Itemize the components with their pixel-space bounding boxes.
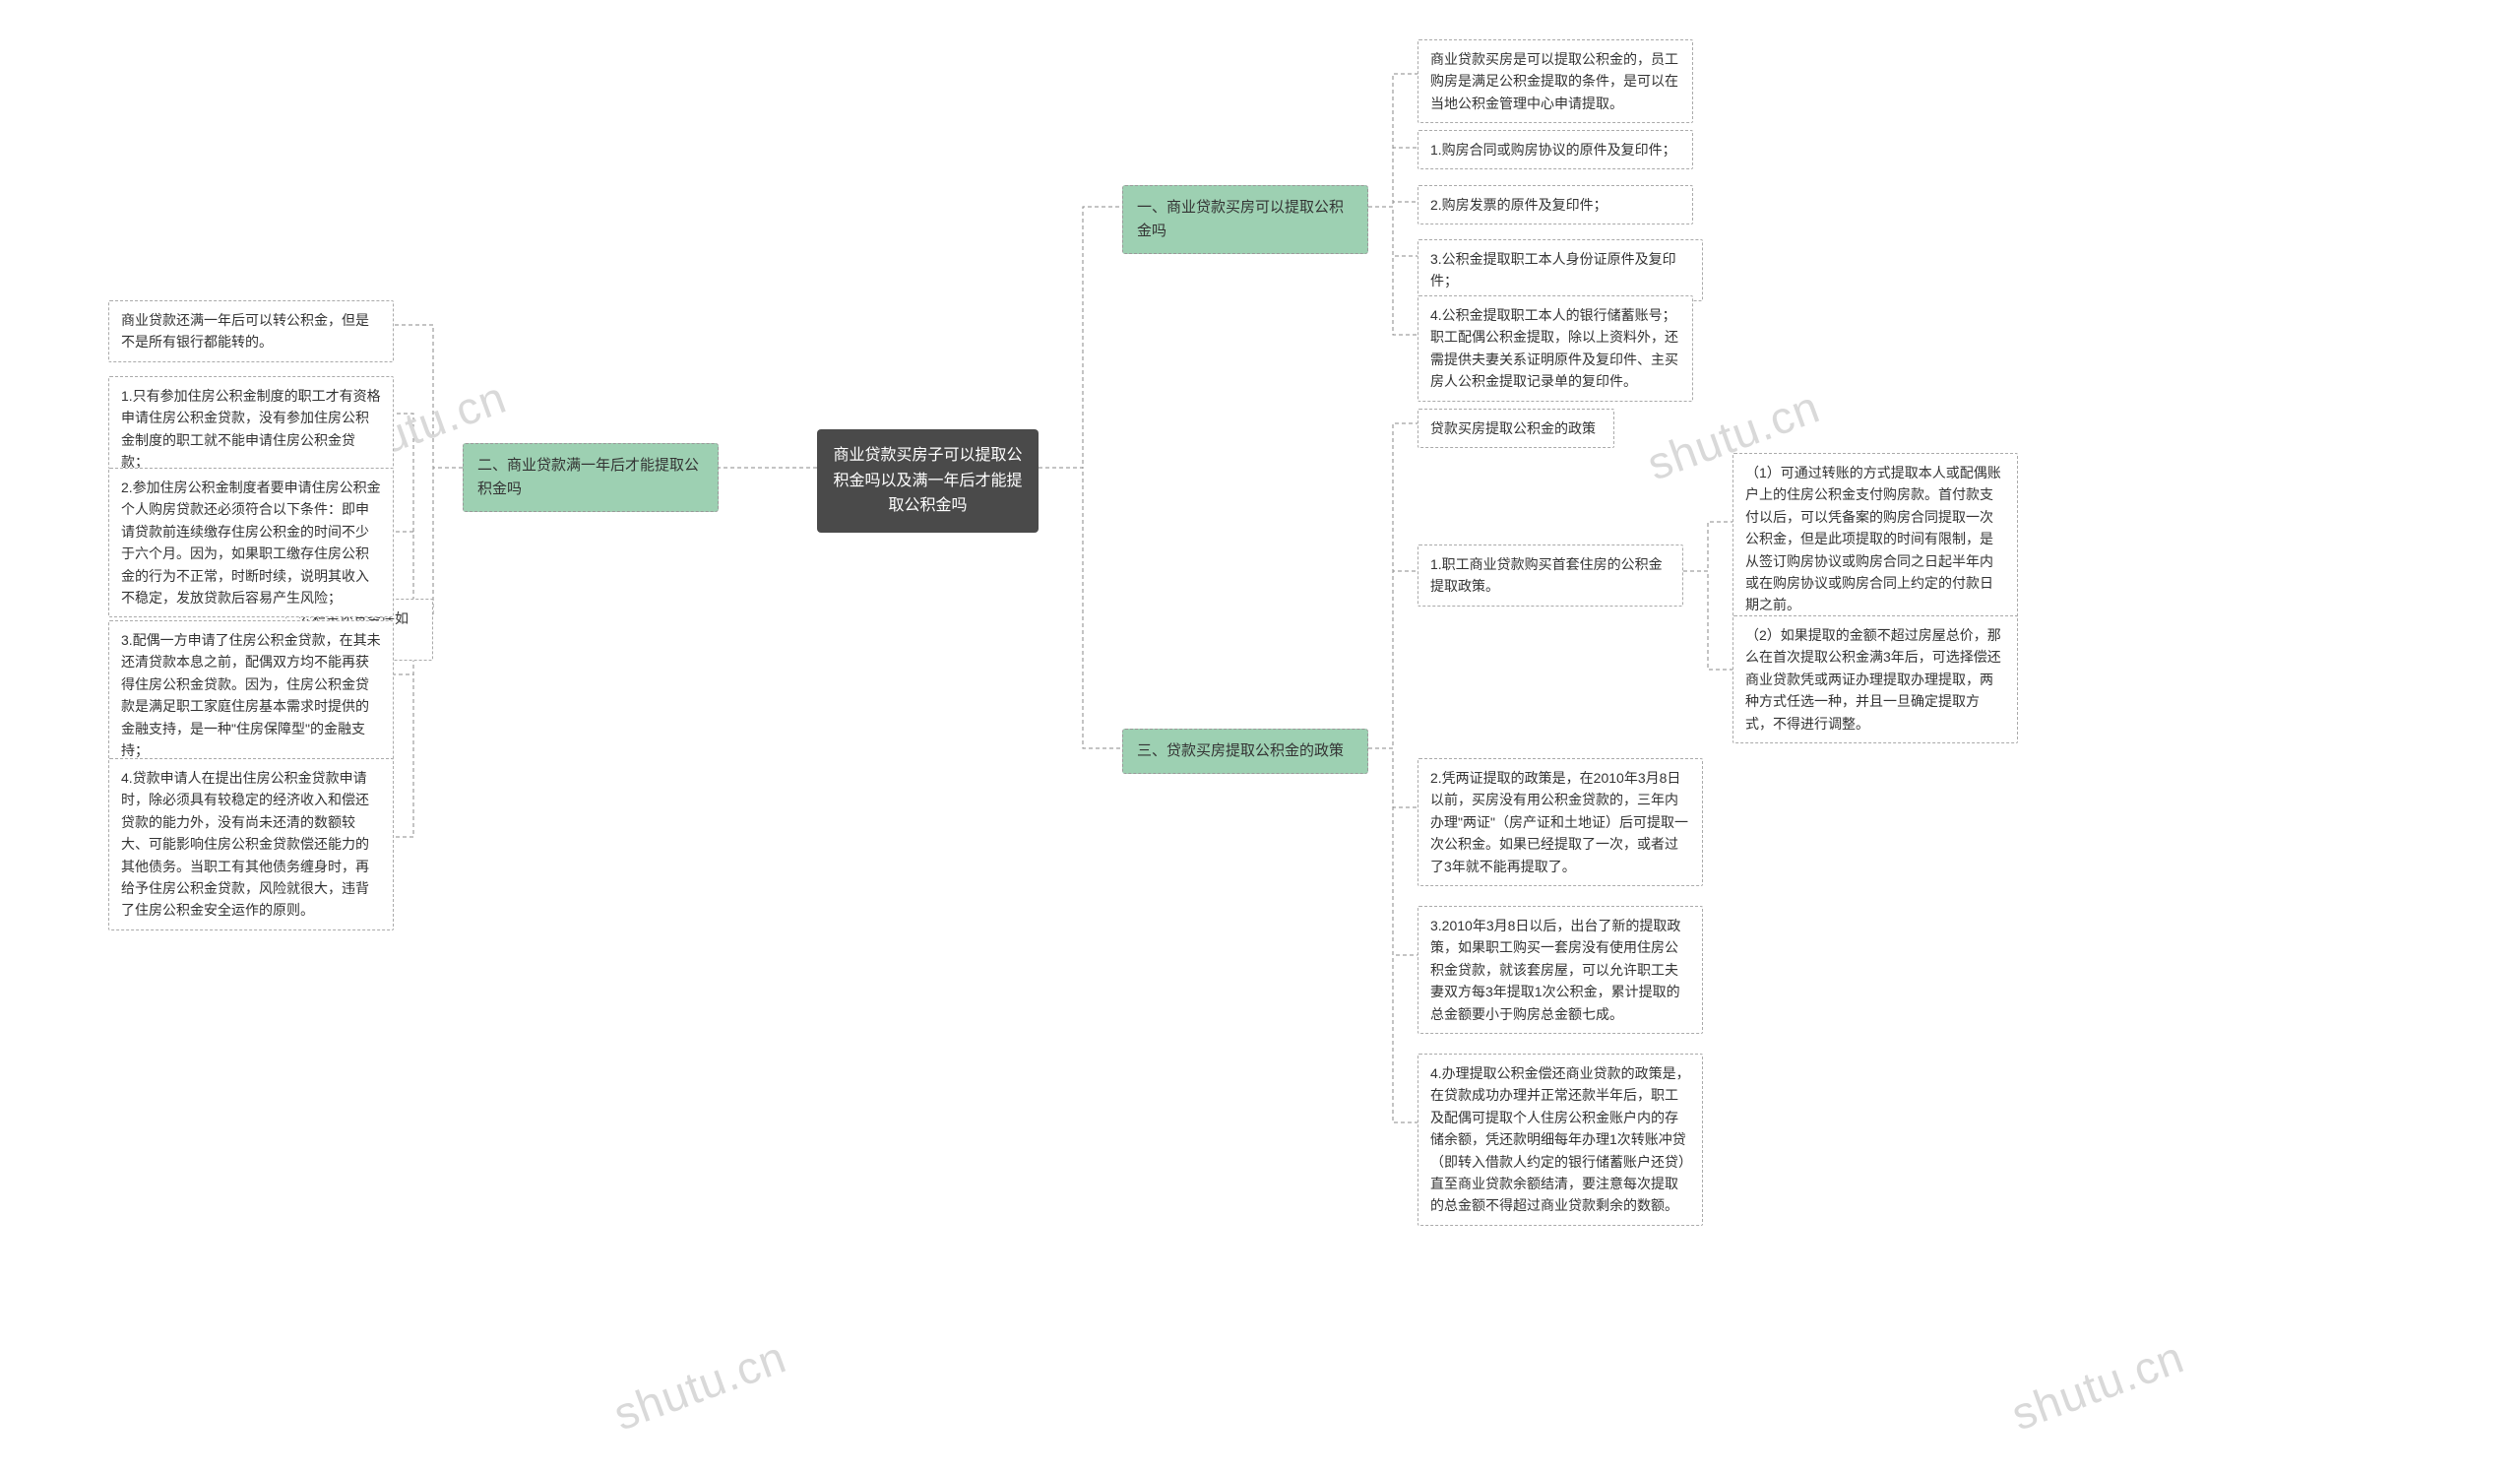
branch-node-2[interactable]: 二、商业贷款满一年后才能提取公积金吗 — [463, 443, 719, 512]
leaf-node[interactable]: 贷款买房提取公积金的政策 — [1418, 409, 1614, 448]
leaf-node[interactable]: 4.办理提取公积金偿还商业贷款的政策是，在贷款成功办理并正常还款半年后，职工及配… — [1418, 1054, 1703, 1226]
leaf-node[interactable]: 2.参加住房公积金制度者要申请住房公积金个人购房贷款还必须符合以下条件：即申请贷… — [108, 468, 394, 617]
branch-node-3[interactable]: 三、贷款买房提取公积金的政策 — [1122, 729, 1368, 774]
leaf-node[interactable]: 4.贷款申请人在提出住房公积金贷款申请时，除必须具有较稳定的经济收入和偿还贷款的… — [108, 758, 394, 930]
leaf-node[interactable]: 商业贷款买房是可以提取公积金的，员工购房是满足公积金提取的条件，是可以在当地公积… — [1418, 39, 1693, 123]
leaf-node[interactable]: 商业贷款还满一年后可以转公积金，但是不是所有银行都能转的。 — [108, 300, 394, 362]
leaf-node[interactable]: 3.2010年3月8日以后，出台了新的提取政策，如果职工购买一套房没有使用住房公… — [1418, 906, 1703, 1034]
leaf-node[interactable]: 4.公积金提取职工本人的银行储蓄账号；职工配偶公积金提取，除以上资料外，还需提供… — [1418, 295, 1693, 402]
leaf-node[interactable]: 1.购房合同或购房协议的原件及复印件； — [1418, 130, 1693, 169]
leaf-node[interactable]: 2.购房发票的原件及复印件； — [1418, 185, 1693, 224]
leaf-node[interactable]: 1.职工商业贷款购买首套住房的公积金提取政策。 — [1418, 544, 1683, 607]
leaf-node[interactable]: 3.配偶一方申请了住房公积金贷款，在其未还清贷款本息之前，配偶双方均不能再获得住… — [108, 620, 394, 770]
branch-node-1[interactable]: 一、商业贷款买房可以提取公积金吗 — [1122, 185, 1368, 254]
leaf-node[interactable]: 3.公积金提取职工本人身份证原件及复印件； — [1418, 239, 1703, 301]
root-node[interactable]: 商业贷款买房子可以提取公积金吗以及满一年后才能提取公积金吗 — [817, 429, 1039, 533]
leaf-node[interactable]: 1.只有参加住房公积金制度的职工才有资格申请住房公积金贷款，没有参加住房公积金制… — [108, 376, 394, 482]
leaf-node[interactable]: （1）可通过转账的方式提取本人或配偶账户上的住房公积金支付购房款。首付款支付以后… — [1732, 453, 2018, 625]
leaf-node[interactable]: 2.凭两证提取的政策是，在2010年3月8日以前，买房没有用公积金贷款的，三年内… — [1418, 758, 1703, 886]
watermark: shutu.cn — [2004, 1330, 2190, 1441]
leaf-node[interactable]: （2）如果提取的金额不超过房屋总价，那么在首次提取公积金满3年后，可选择偿还商业… — [1732, 615, 2018, 743]
watermark: shutu.cn — [606, 1330, 792, 1441]
